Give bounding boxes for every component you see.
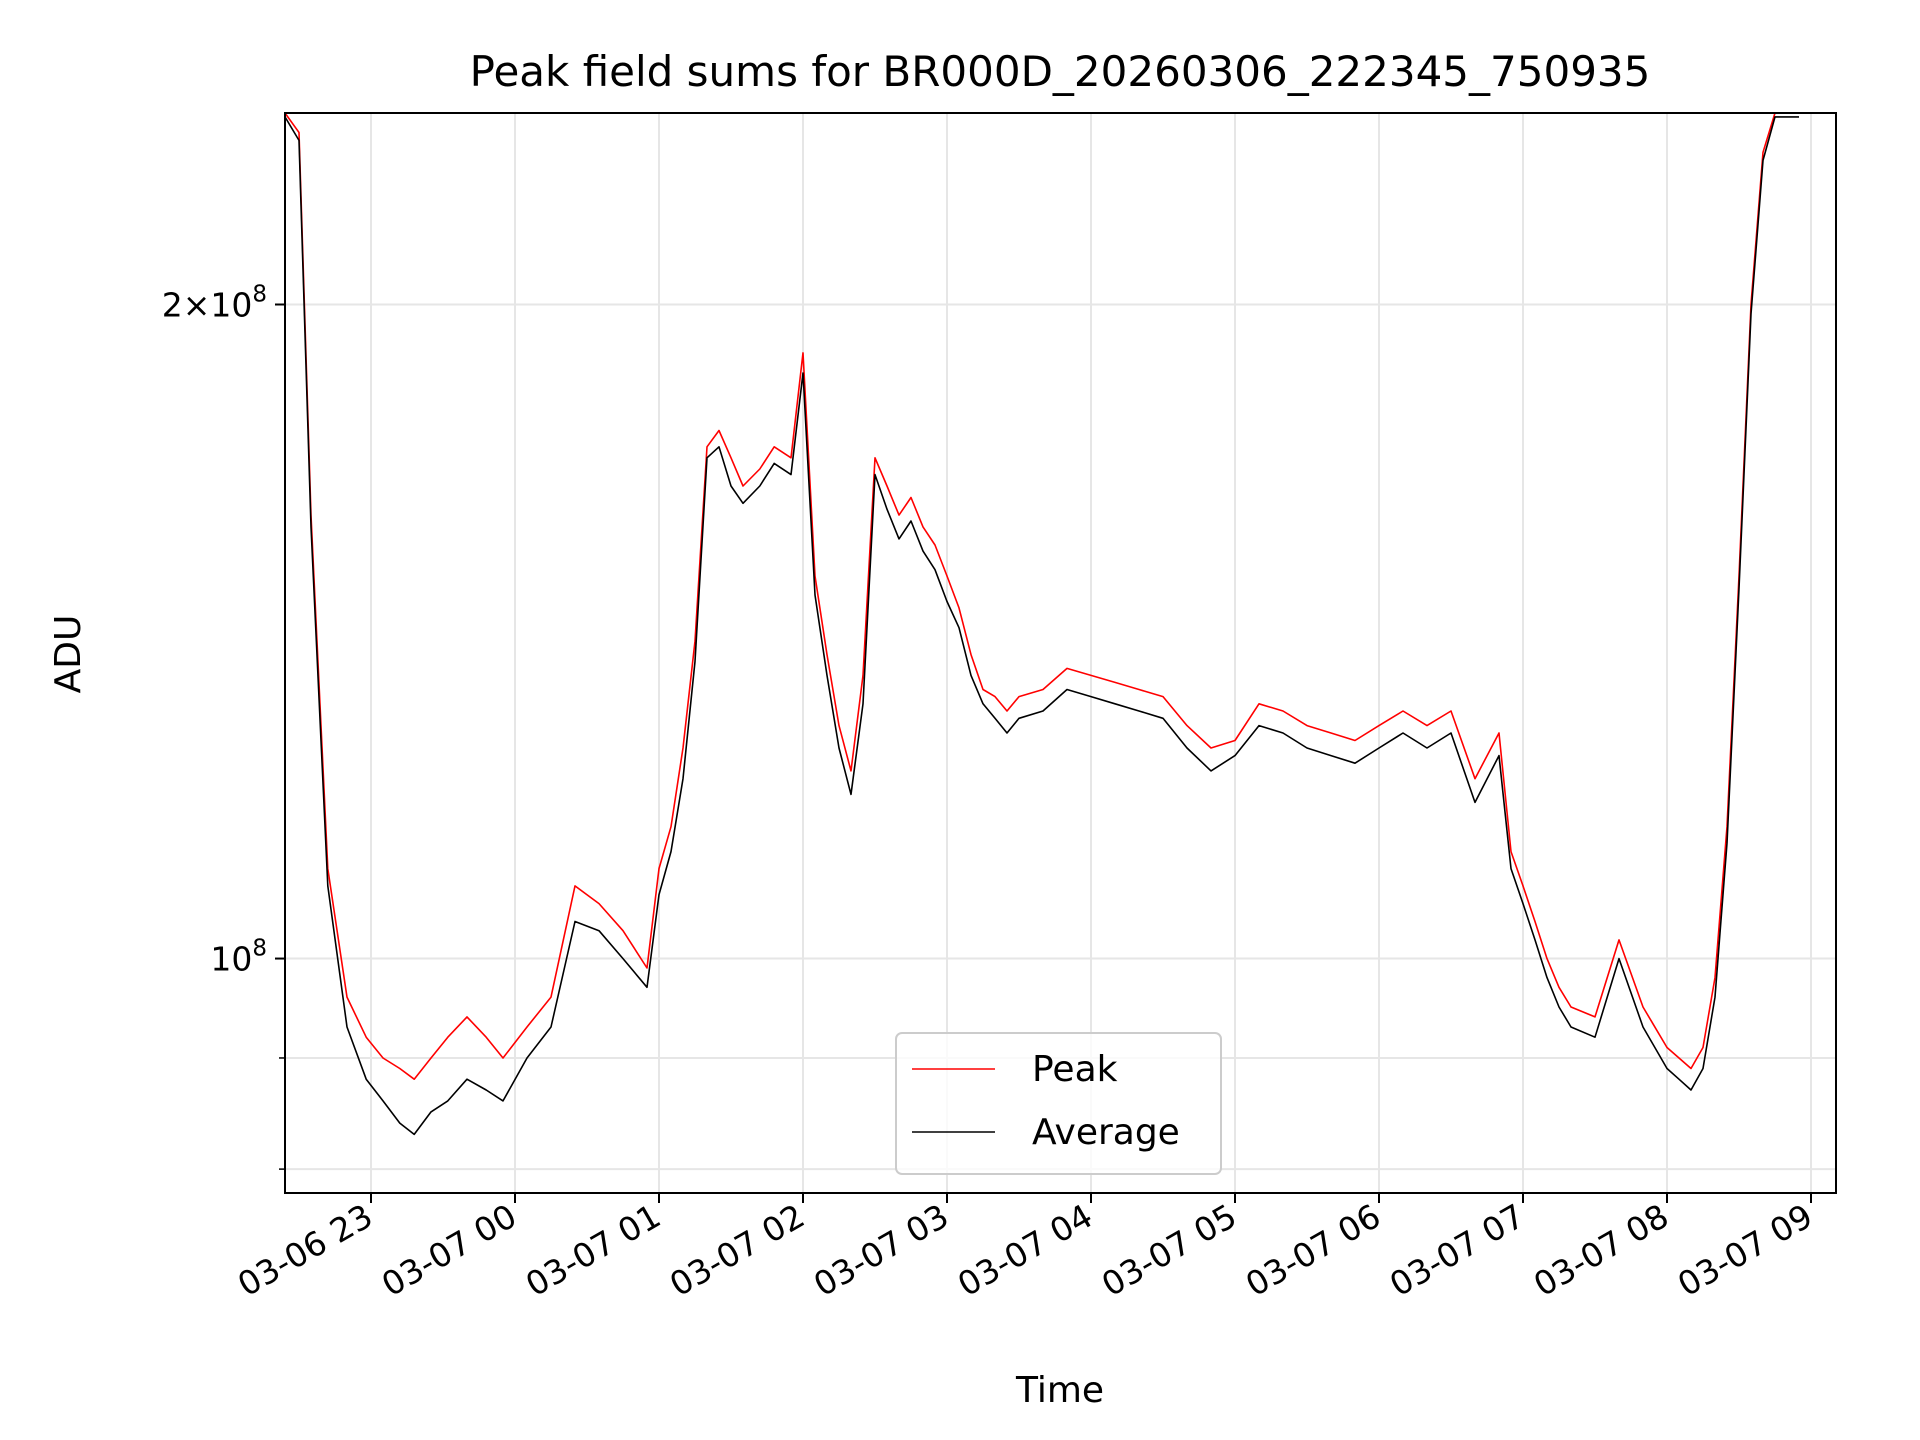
plot-frame xyxy=(284,112,1837,1194)
legend-average-label: Average xyxy=(1032,1112,1180,1153)
y-tick-label: 2×108 xyxy=(162,281,267,324)
x-axis-label: Time xyxy=(1015,1370,1104,1411)
legend-peak-label: Peak xyxy=(1032,1049,1118,1090)
series-line-peak xyxy=(284,112,1799,1080)
chart-title: Peak field sums for BR000D_20260306_2223… xyxy=(470,47,1651,96)
legend: Peak Average xyxy=(895,1032,1222,1175)
y-axis-label: ADU xyxy=(48,615,89,694)
y-tick-label: 108 xyxy=(210,936,267,979)
series-line-average xyxy=(284,116,1799,1136)
series-layer xyxy=(284,112,1799,1136)
